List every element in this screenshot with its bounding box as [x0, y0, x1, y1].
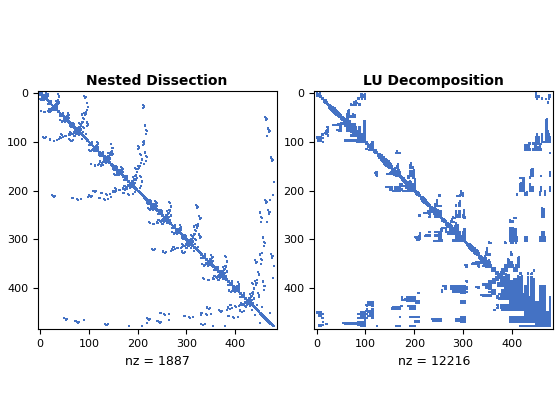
Title: Nested Dissection: Nested Dissection: [86, 74, 228, 88]
X-axis label: nz = 1887: nz = 1887: [125, 354, 190, 368]
X-axis label: nz = 12216: nz = 12216: [398, 354, 470, 368]
Title: LU Decomposition: LU Decomposition: [363, 74, 504, 88]
